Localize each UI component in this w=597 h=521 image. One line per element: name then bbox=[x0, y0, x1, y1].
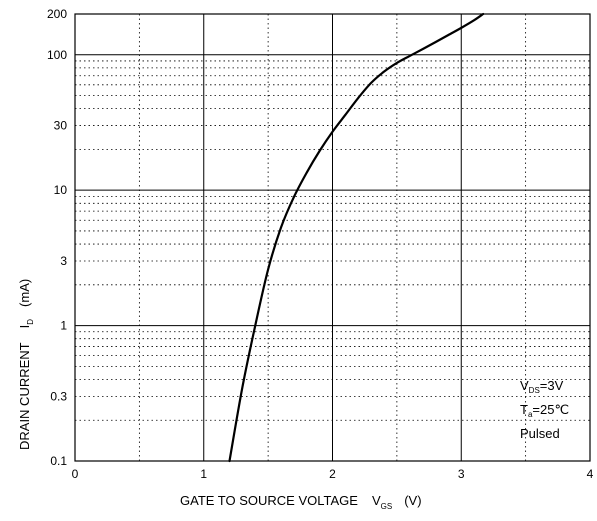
y-tick-label: 100 bbox=[47, 48, 67, 62]
y-tick-label: 10 bbox=[54, 183, 68, 197]
x-tick-label: 3 bbox=[458, 467, 465, 481]
series bbox=[228, 12, 485, 463]
plot-frame bbox=[74, 13, 591, 462]
series-line-id-vgs bbox=[228, 12, 485, 463]
annotation-pulsed: Pulsed bbox=[520, 426, 560, 441]
x-tick-label: 2 bbox=[329, 467, 336, 481]
conditions-annotation: VDS=3V Ta=25℃ Pulsed bbox=[520, 378, 569, 441]
y-tick-label: 0.3 bbox=[50, 389, 67, 403]
y-tick-label: 1 bbox=[60, 319, 67, 333]
tick-labels: 0 1 2 3 4 0.1 0.3 1 3 10 30 100 200 bbox=[47, 7, 594, 481]
annotation-ta: Ta=25℃ bbox=[520, 402, 569, 419]
y-tick-label: 30 bbox=[54, 119, 68, 133]
x-tick-label: 4 bbox=[587, 467, 594, 481]
x-axis-label: GATE TO SOURCE VOLTAGE VGS (V) bbox=[180, 493, 422, 511]
grid bbox=[75, 14, 590, 461]
y-tick-label: 3 bbox=[60, 254, 67, 268]
y-tick-label: 0.1 bbox=[50, 454, 67, 468]
y-tick-label: 200 bbox=[47, 7, 67, 21]
x-tick-label: 1 bbox=[200, 467, 207, 481]
y-axis-label: DRAIN CURRENTID(mA) bbox=[17, 279, 35, 450]
annotation-vds: VDS=3V bbox=[520, 378, 564, 395]
x-tick-label: 0 bbox=[72, 467, 79, 481]
